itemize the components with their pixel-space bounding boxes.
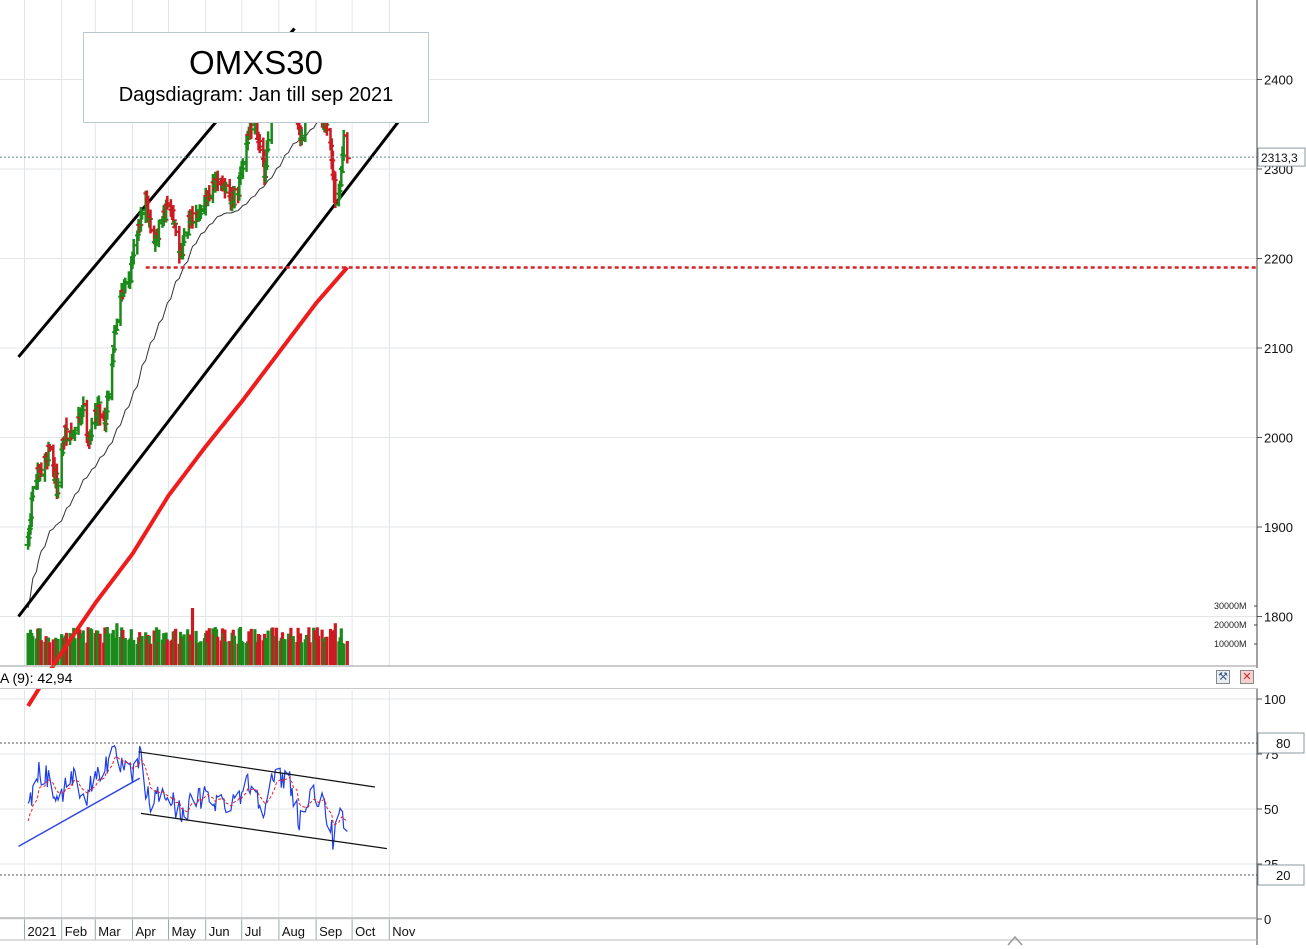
x-month-label: Nov	[392, 924, 416, 939]
ohlc-bar	[343, 132, 351, 164]
volume-scale-label: 20000M	[1214, 620, 1247, 630]
volume-bar	[316, 635, 321, 665]
indicator-header: A (9): 42,94	[0, 668, 1258, 689]
price-tick-label: 2400	[1264, 73, 1293, 88]
volume-bar	[199, 641, 203, 665]
rsi-tick-label: 50	[1264, 802, 1278, 817]
volume-bar	[274, 627, 279, 665]
volume-bar	[64, 632, 69, 665]
volume-bar	[157, 629, 161, 665]
volume-bar	[31, 636, 35, 665]
settings-wrench-icon[interactable]: ⚒	[1216, 670, 1230, 684]
volume-bar	[241, 642, 245, 665]
rsi-overbought-label: 80	[1276, 736, 1290, 751]
x-month-label: 2021	[28, 924, 57, 939]
price-tick-label: 1900	[1264, 520, 1293, 535]
volume-bar	[81, 630, 85, 665]
rsi-oversold-label: 20	[1276, 868, 1290, 883]
rsi-channel-top-line	[138, 751, 375, 788]
volume-bar	[266, 630, 270, 665]
volume-scale-label: 30000M	[1214, 601, 1247, 611]
x-month-label: Oct	[355, 924, 376, 939]
chart-title-box: OMXS30 Dagsdiagram: Jan till sep 2021	[83, 32, 429, 123]
volume-bar	[56, 638, 60, 665]
volume-bar	[98, 633, 102, 665]
volume-bar	[232, 635, 237, 665]
price-tick-label: 2100	[1264, 341, 1293, 356]
rsi-signal-line	[27, 755, 348, 826]
x-month-label: Jul	[245, 924, 262, 939]
volume-bar	[224, 641, 228, 665]
rsi-panel	[0, 690, 1257, 918]
volume-bar	[345, 640, 349, 665]
rsi-overbought-box	[1257, 732, 1305, 754]
volume-bar	[216, 636, 220, 665]
channel-lower-line	[17, 92, 422, 618]
volume-bar	[48, 642, 52, 665]
price-tick-label: 1800	[1264, 610, 1293, 625]
rsi-uptrend-line	[18, 777, 141, 848]
volume-bar	[342, 643, 346, 665]
volume-bar	[132, 639, 136, 665]
rsi-channel-bottom-line	[140, 812, 387, 850]
volume-bar	[73, 638, 77, 665]
rsi-tick-label: 0	[1264, 912, 1271, 927]
x-month-label: Feb	[65, 924, 87, 939]
ma200-line	[26, 266, 349, 708]
volume-bar	[90, 629, 94, 665]
volume-bar	[174, 628, 178, 665]
ohlc-bar	[169, 205, 177, 223]
price-tick-label: 2000	[1264, 431, 1293, 446]
x-month-label: Mar	[98, 924, 121, 939]
last-price-label: 2313,3	[1261, 151, 1298, 165]
x-month-label: Aug	[282, 924, 305, 939]
volume-bar	[140, 635, 144, 665]
volume-bar	[115, 623, 119, 665]
volume-bar	[182, 634, 186, 665]
volume-bar	[300, 642, 304, 665]
x-month-label: Sep	[319, 924, 342, 939]
volume-bar	[148, 643, 153, 665]
volume-bar	[165, 639, 169, 665]
ma50-line	[27, 114, 348, 609]
x-month-label: Jun	[209, 924, 230, 939]
volume-bar	[325, 636, 329, 665]
chart-subtitle: Dagsdiagram: Jan till sep 2021	[118, 84, 394, 106]
volume-bar	[123, 638, 127, 665]
rsi-tick-label: 100	[1264, 692, 1286, 707]
price-tick-label: 2200	[1264, 252, 1293, 267]
volume-bar	[190, 608, 195, 665]
volume-bar	[308, 642, 312, 665]
volume-bar	[39, 640, 43, 665]
rsi-oversold-box	[1257, 864, 1305, 886]
volume-bar	[258, 634, 262, 665]
last-price-box	[1257, 147, 1306, 167]
scroll-up-chevron-icon[interactable]	[1007, 935, 1023, 946]
volume-bar	[283, 639, 287, 665]
volume-bar	[333, 623, 337, 665]
volume-scale-label: 10000M	[1214, 639, 1247, 649]
volume-bar	[106, 633, 111, 665]
volume-bar	[207, 628, 211, 665]
chart-title: OMXS30	[189, 44, 323, 81]
volume-bar	[249, 628, 253, 665]
close-icon[interactable]: ✕	[1240, 670, 1254, 684]
indicator-label: A (9): 42,94	[0, 670, 73, 686]
volume-bar	[291, 636, 295, 665]
x-month-label: Apr	[136, 924, 157, 939]
x-month-label: May	[172, 924, 197, 939]
